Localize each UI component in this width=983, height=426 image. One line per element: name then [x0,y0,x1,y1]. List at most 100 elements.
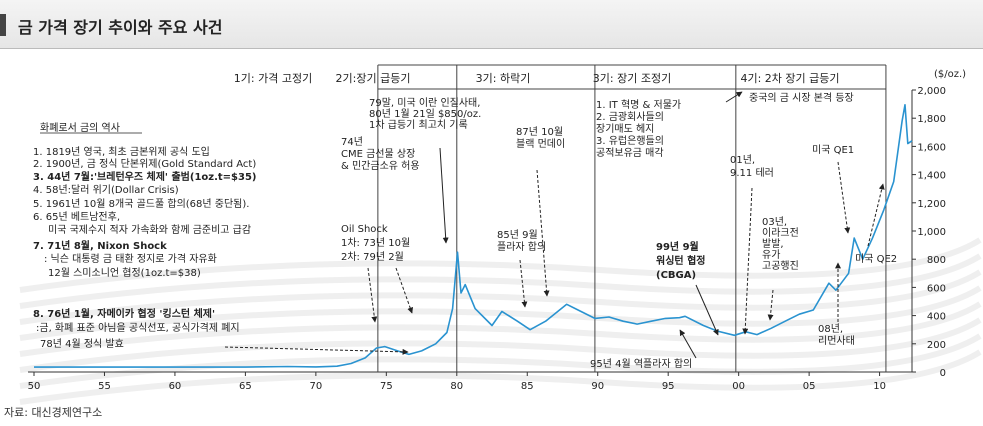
cbga-arrow [695,284,719,336]
iran-hostage-arrow [439,147,449,244]
lehman-annotation-line-0: 08년, [818,323,843,335]
y-unit-label: ($/oz.) [934,69,966,80]
background-swoosh [19,333,982,389]
title-bar: 금 가격 장기 추이와 주요 사건 [0,0,983,49]
background-swoosh [19,237,982,293]
history-item-13: 78년 4월 정식 발효 [40,338,124,350]
gold-price-line [34,104,913,368]
qe1-annotation: 미국 QE1 [812,144,854,156]
x-tick-label: 90 [591,381,604,392]
x-tick-label: 85 [521,381,534,392]
sept11-annotation-line-0: 01년, [730,154,755,166]
black-monday-arrow [536,169,550,297]
plaza-accord-annotation-line-0: 85년 9월 [497,229,538,241]
phase-label-2: 2기:장기 급등기 [336,72,411,85]
background-swoosh [19,269,982,325]
history-item-12: :금, 화폐 표준 아님을 공식선포, 공식가격제 폐지 [36,321,240,334]
lehman-annotation-line-1: 리먼사태 [818,335,855,347]
y-tick-label: 1,800 [917,114,946,125]
x-tick-label: 60 [169,381,182,392]
sept11-arrow [742,187,753,335]
cbga-annotation-line-1: 워싱턴 협정 [656,254,705,267]
qe1-arrow [837,161,851,234]
y-tick-label: 1,400 [917,171,946,182]
y-tick-label: 800 [927,255,946,266]
oil-shock-arrow-1 [367,267,378,323]
jamaica-accord-arrow [224,346,409,355]
iraq-war-annotation-line-3: 유가 [762,249,780,261]
history-item-3: 3. 44년 7월:'브레턴우즈 체제' 출범(1oz.t=$35) [33,170,257,183]
qe2-arrow [867,183,885,247]
reverse-plaza-arrow [679,329,697,359]
y-tick-label: 1,000 [917,227,946,238]
page-title: 금 가격 장기 추이와 주요 사건 [18,18,223,37]
history-item-7: 미국 국제수지 적자 가속화와 함께 금준비고 급감 [48,224,251,236]
history-item-10: 12월 스미소니언 협정(1oz.t=$38) [48,266,201,279]
history-item-9: : 닉슨 대통령 금 태환 정지로 가격 자유화 [44,252,217,265]
iran-hostage-annotation-line-0: 79말, 미국 이란 인질사태, [369,97,480,109]
iraq-war-annotation-line-4: 고공행진 [762,260,799,272]
oil-shock-arrow-2 [395,267,414,314]
china-market-annotation: 중국의 금 시장 본격 등장 [749,91,854,104]
source-note: 자료: 대신경제연구소 [4,406,103,419]
y-tick-label: 600 [927,283,946,294]
x-tick-label: 00 [732,381,745,392]
x-tick-label: 05 [803,381,816,392]
x-tick-label: 95 [662,381,675,392]
x-tick-label: 50 [28,381,41,392]
sept11-annotation-line-1: 9.11 테러 [730,167,774,179]
oil-shock-annotation-line-0: Oil Shock [341,224,388,235]
cme-annotation-line-2: & 민간금소유 허용 [341,160,420,172]
x-tick-label: 80 [450,381,463,392]
cme-annotation-line-1: CME 금선물 상장 [341,148,415,160]
x-tick-label: 65 [239,381,252,392]
cbga-annotation-line-0: 99년 9월 [656,240,699,253]
iraq-war-annotation-line-0: 03년, [762,216,787,228]
history-item-4: 4. 58년:달러 위기(Dollar Crisis) [33,183,179,196]
reverse-plaza-annotation: 95년 4월 역플라자 합의 [590,358,692,370]
history-item-5: 5. 1961년 10월 8개국 골드풀 합의(68년 중단됨). [33,198,249,210]
history-item-11: 8. 76년 1월, 자메이카 협정 '킹스턴 체제' [33,307,215,320]
y-tick-label: 1,600 [917,142,946,153]
iran-hostage-annotation-line-1: 80년 1월 21일 $850/oz. [369,108,481,120]
plaza-accord-annotation-line-1: 플라자 합의 [497,241,546,253]
y-tick-label: 200 [927,340,946,351]
x-tick-label: 70 [309,381,322,392]
iraq-war-annotation-line-1: 이라크전 [762,227,799,239]
cme-annotation-line-0: 74년 [341,136,363,148]
history-item-6: 6. 65년 베트남전후, [33,211,120,223]
x-tick-label: 10 [873,381,886,392]
x-tick-label: 75 [380,381,393,392]
y-tick-label: 400 [927,312,946,323]
history-heading: 화폐로서 금의 역사 [40,122,120,134]
phase-label-3: 3기: 하락기 [476,71,531,85]
background-swoosh [19,349,982,405]
oil-shock-annotation-line-1: 1차: 73년 10월 [341,237,410,249]
background-swoosh [19,285,982,341]
history-item-2: 2. 1900년, 금 정식 단본위제(Gold Standard Act) [33,157,256,170]
history-item-8: 7. 71년 8월, Nixon Shock [33,239,167,252]
black-monday-annotation-line-0: 87년 10월 [516,126,563,138]
it-revolution-annotation-line-1: 2. 금광회사들의 [596,111,664,123]
it-revolution-annotation-line-3: 3. 유럽은행들의 [596,135,664,147]
oil-shock-annotation-line-2: 2차: 79년 2월 [341,251,404,263]
background-swoosh [19,253,982,309]
background-swoosh [19,317,982,373]
cbga-annotation-line-2: (CBGA) [656,270,696,281]
iraq-war-arrow [767,289,774,321]
china-market-arrow [725,91,743,103]
it-revolution-annotation-line-4: 공적보유금 매각 [596,147,664,159]
plaza-accord-arrow [519,259,528,308]
phase-label-4: 3기: 장기 조정기 [593,72,671,85]
iraq-war-annotation-line-2: 발발, [762,238,784,250]
it-revolution-annotation-line-0: 1. IT 혁명 & 저물가 [596,99,681,111]
it-revolution-annotation-line-2: 장기매도 헤지 [596,123,654,135]
background-swoosh [19,301,982,357]
qe2-annotation: 미국 QE2 [855,253,897,265]
y-tick-label: 0 [940,368,946,379]
y-tick-label: 2,000 [917,86,946,97]
iran-hostage-annotation-line-2: 1차 급등기 최고치 기록 [369,119,468,131]
phase-label-5: 4기: 2차 장기 급등기 [740,72,839,85]
phase-label-1: 1기: 가격 고정기 [234,72,312,85]
